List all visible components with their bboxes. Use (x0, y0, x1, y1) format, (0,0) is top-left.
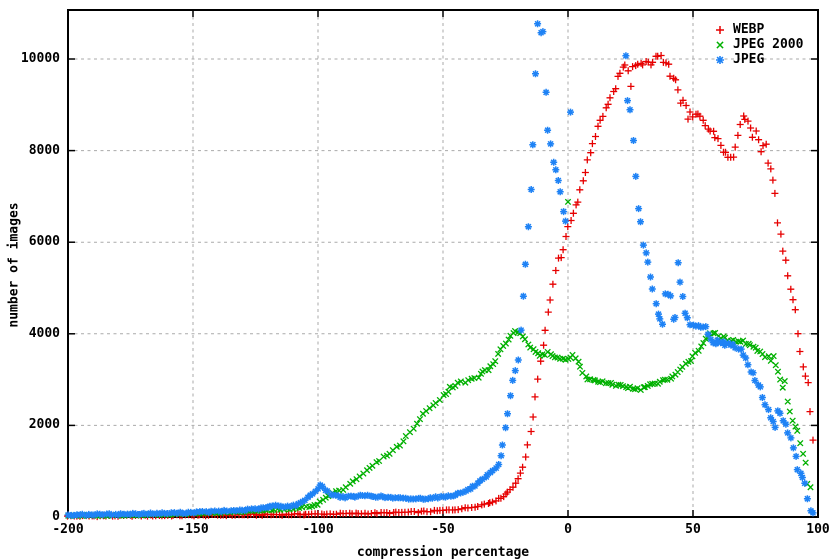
x-axis-title: compression percentage (356, 545, 530, 560)
y-tick-label: 4000 (28, 326, 60, 341)
x-tick-label: -50 (431, 522, 455, 537)
series-webp (64, 52, 817, 521)
series-jpeg-2000 (65, 198, 814, 520)
y-tick-label: 0 (52, 509, 60, 524)
y-tick-label: 10000 (20, 51, 60, 66)
y-tick-label: 2000 (28, 417, 60, 432)
legend-item-jpeg2000: JPEG 2000 (712, 37, 803, 52)
x-tick-label: 50 (685, 522, 701, 537)
series-jpeg (64, 20, 817, 519)
y-axis-title: number of images (6, 202, 22, 328)
y-tick-label: 6000 (28, 234, 60, 249)
legend-item-jpeg: JPEG (712, 52, 803, 67)
x-tick-label: -200 (52, 522, 84, 537)
x-tick-label: -100 (302, 522, 334, 537)
x-tick-label: 100 (806, 522, 830, 537)
asterisk-marker-icon (716, 55, 724, 64)
legend-label: JPEG 2000 (733, 37, 804, 52)
x-tick-label: 0 (564, 522, 572, 537)
x-tick-label: -150 (177, 522, 209, 537)
plus-marker-icon (716, 25, 724, 34)
legend-label: WEBP (733, 22, 765, 37)
gridlines (68, 10, 818, 517)
plot-border (67, 9, 819, 518)
y-tick-label: 8000 (28, 143, 60, 158)
cross-marker-icon (716, 40, 724, 49)
legend: WEBP JPEG 2000 JPEG (712, 22, 803, 67)
legend-label: JPEG (733, 52, 765, 67)
legend-item-webp: WEBP (712, 22, 803, 37)
